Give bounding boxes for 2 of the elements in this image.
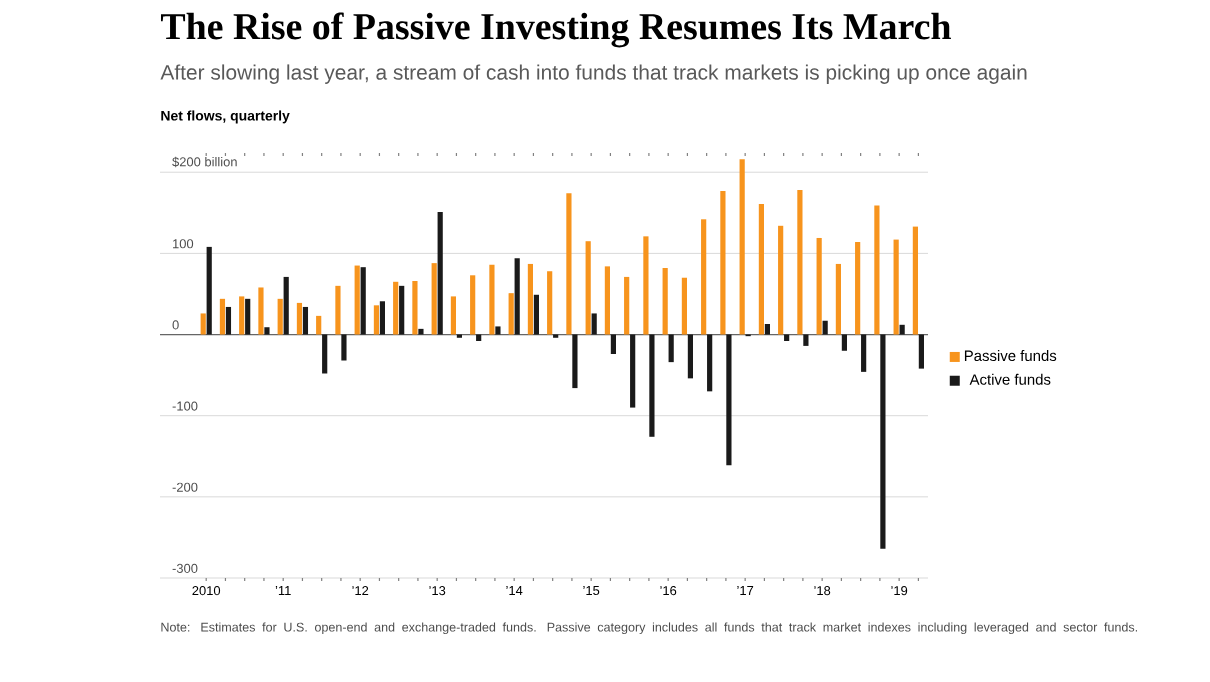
- chart-subtitle: After slowing last year, a stream of cash into funds that track markets is picking up once again: [160, 64, 1027, 84]
- chart-title: The Rise of Passive Investing Resumes Its March: [160, 12, 951, 48]
